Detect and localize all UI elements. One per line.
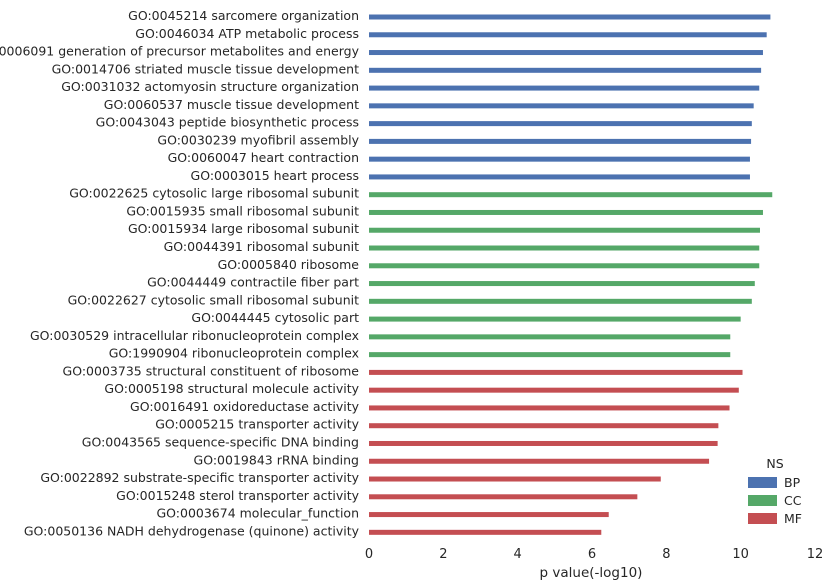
bar-cc (369, 263, 760, 269)
category-label: GO:0019843 rRNA binding (194, 452, 359, 467)
category-label: GO:0046034 ATP metabolic process (135, 26, 359, 41)
category-labels: GO:0045214 sarcomere organization GO:0046… (0, 8, 360, 538)
bar-cc (369, 227, 760, 233)
bar-mf (369, 387, 739, 393)
legend-label-cc: CC (784, 493, 802, 508)
category-label: GO:0044445 cytosolic part (191, 310, 359, 325)
category-label: GO:0022625 cytosolic large ribosomal sub… (69, 186, 359, 201)
bar-mf (369, 458, 710, 464)
category-label: GO:0016491 oxidoreductase activity (130, 399, 360, 414)
category-label: GO:0006091 generation of precursor metab… (0, 44, 360, 59)
category-label: GO:0005840 ribosome (218, 257, 360, 272)
category-label: GO:0005215 transporter activity (155, 417, 359, 432)
bar-cc (369, 245, 760, 251)
category-label: GO:0022627 cytosolic small ribosomal sub… (68, 292, 360, 307)
bar-bp (369, 85, 760, 91)
bars-layer (369, 14, 773, 535)
category-label: GO:0045214 sarcomere organization (128, 8, 359, 23)
bar-mf (369, 476, 661, 482)
category-label: GO:0043565 sequence-specific DNA binding (82, 434, 359, 449)
category-label: GO:0030239 myofibril assembly (157, 132, 359, 147)
bar-cc (369, 281, 755, 287)
category-label: GO:0003735 structural constituent of rib… (63, 363, 360, 378)
x-tick-label: 6 (588, 547, 596, 562)
bar-mf (369, 440, 718, 446)
bar-cc (369, 209, 763, 215)
category-label: GO:0043043 peptide biosynthetic process (96, 115, 359, 130)
legend-title: NS (766, 456, 783, 471)
category-label: GO:0060537 muscle tissue development (104, 97, 359, 112)
x-tick-label: 2 (439, 547, 447, 562)
x-tick-label: 8 (662, 547, 670, 562)
bar-mf (369, 369, 743, 375)
category-label: GO:0015934 large ribosomal subunit (128, 221, 359, 236)
bar-cc (369, 352, 731, 358)
bar-bp (369, 121, 752, 127)
category-label: GO:0060047 heart contraction (168, 150, 359, 165)
bar-mf (369, 423, 719, 429)
category-label: GO:0014706 striated muscle tissue develo… (52, 61, 360, 76)
category-label: GO:0015248 sterol transporter activity (116, 488, 359, 503)
bar-bp (369, 32, 767, 38)
bar-bp (369, 138, 752, 144)
legend-label-mf: MF (784, 511, 802, 526)
bar-mf (369, 529, 602, 535)
legend-swatch-mf (748, 513, 777, 524)
bar-cc (369, 316, 741, 322)
x-axis-ticks: 0 2 4 6 8 10 12 (365, 547, 823, 562)
bar-bp (369, 103, 754, 109)
x-tick-label: 10 (732, 547, 749, 562)
legend-swatch-cc (748, 495, 777, 506)
bar-bp (369, 156, 750, 162)
category-label: GO:0015935 small ribosomal subunit (126, 203, 359, 218)
x-tick-label: 12 (807, 547, 824, 562)
legend-label-bp: BP (784, 475, 801, 490)
bar-mf (369, 512, 609, 518)
bar-mf (369, 494, 638, 500)
category-label: GO:0003015 heart process (191, 168, 359, 183)
legend: NS BP CC MF (748, 456, 802, 526)
bar-bp (369, 14, 771, 20)
bar-bp (369, 67, 762, 73)
category-label: GO:0031032 actomyosin structure organiza… (61, 79, 359, 94)
bar-mf (369, 405, 730, 411)
legend-swatch-bp (748, 477, 777, 488)
category-label: GO:0050136 NADH dehydrogenase (quinone) … (24, 523, 360, 538)
category-label: GO:0003674 molecular_function (156, 506, 359, 521)
category-label: GO:0030529 intracellular ribonucleoprote… (30, 328, 359, 343)
x-axis-title: p value(-log10) (540, 565, 643, 581)
category-label: GO:0022892 substrate-specific transporte… (40, 470, 359, 485)
x-tick-label: 4 (514, 547, 522, 562)
bar-bp (369, 174, 750, 180)
bar-cc (369, 192, 773, 198)
bar-cc (369, 334, 731, 340)
category-label: GO:0005198 structural molecule activity (104, 381, 359, 396)
bar-bp (369, 50, 763, 56)
category-label: GO:0044391 ribosomal subunit (164, 239, 359, 254)
category-label: GO:1990904 ribonucleoprotein complex (109, 346, 359, 361)
bar-cc (369, 298, 752, 304)
x-tick-label: 0 (365, 547, 373, 562)
category-label: GO:0044449 contractile fiber part (147, 275, 359, 290)
